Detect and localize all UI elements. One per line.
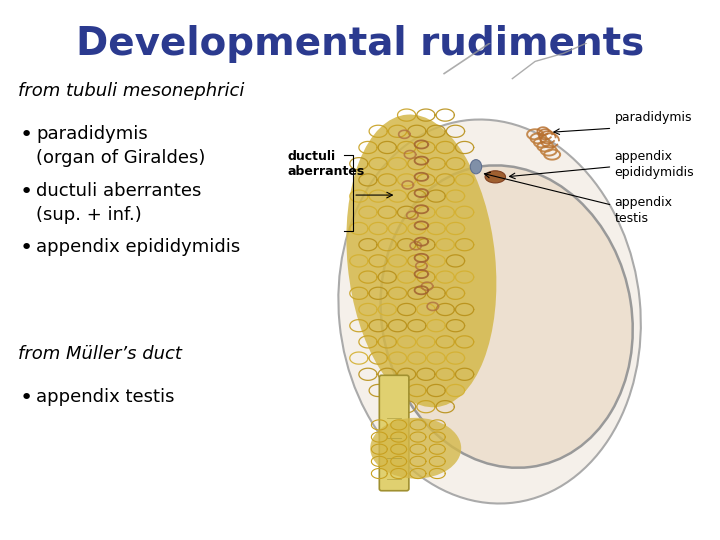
Text: appendix epididymidis: appendix epididymidis bbox=[36, 238, 240, 256]
Ellipse shape bbox=[381, 165, 633, 468]
Text: paradidymis
(organ of Giraldes): paradidymis (organ of Giraldes) bbox=[36, 125, 205, 167]
Text: •: • bbox=[20, 388, 33, 408]
Ellipse shape bbox=[485, 171, 505, 183]
Text: appendix
epididymidis: appendix epididymidis bbox=[615, 150, 694, 179]
Ellipse shape bbox=[370, 418, 462, 478]
Ellipse shape bbox=[470, 160, 482, 174]
FancyBboxPatch shape bbox=[379, 375, 409, 491]
Text: appendix testis: appendix testis bbox=[36, 388, 174, 406]
Ellipse shape bbox=[346, 114, 496, 407]
Text: from tubuli mesonephrici: from tubuli mesonephrici bbox=[18, 82, 244, 100]
Text: from Müller’s duct: from Müller’s duct bbox=[18, 345, 182, 363]
Text: •: • bbox=[20, 238, 33, 258]
Text: •: • bbox=[20, 125, 33, 145]
Ellipse shape bbox=[338, 119, 641, 503]
Text: ductuli aberrantes
(sup. + inf.): ductuli aberrantes (sup. + inf.) bbox=[36, 182, 202, 224]
Text: ductuli
aberrantes: ductuli aberrantes bbox=[287, 150, 364, 178]
Text: •: • bbox=[20, 182, 33, 202]
Text: Developmental rudiments: Developmental rudiments bbox=[76, 25, 644, 63]
Text: appendix
testis: appendix testis bbox=[615, 196, 672, 225]
Text: paradidymis: paradidymis bbox=[615, 111, 692, 124]
